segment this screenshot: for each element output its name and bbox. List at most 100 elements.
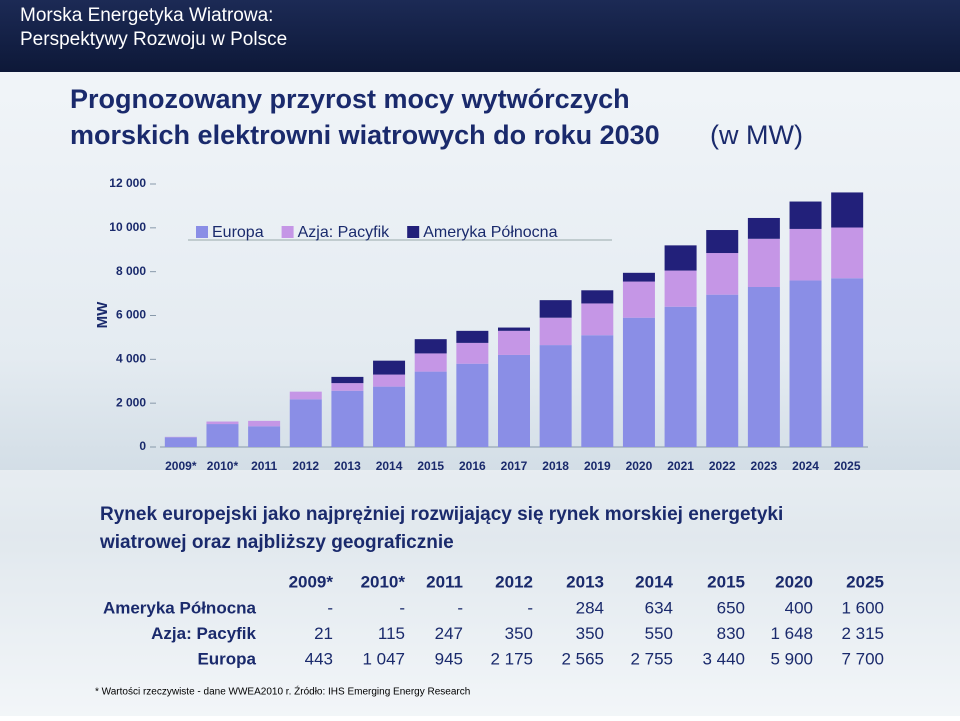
- bar-segment: [248, 421, 280, 426]
- bar-segment: [665, 271, 697, 307]
- bar-segment: [331, 391, 363, 447]
- table-header: 2012: [495, 572, 533, 591]
- header-line: Perspektywy Rozwoju w Polsce: [20, 29, 287, 50]
- y-tick-label: 2 000: [116, 395, 146, 409]
- table-cell: 115: [378, 624, 405, 643]
- table-cell: 650: [717, 598, 745, 617]
- table-cell: -: [457, 598, 463, 617]
- subtitle-line: wiatrowej oraz najbliższy geograficznie: [99, 532, 454, 553]
- table-cell: 550: [645, 624, 673, 643]
- table-cell: 5 900: [770, 649, 813, 668]
- table-cell: -: [527, 598, 533, 617]
- header-line: Morska Energetyka Wiatrowa:: [20, 5, 273, 26]
- table-header: 2014: [635, 572, 673, 591]
- table-cell: 2 565: [561, 649, 604, 668]
- table-cell: 21: [314, 624, 333, 643]
- table-cell: 3 440: [702, 649, 745, 668]
- bar-segment: [290, 392, 322, 400]
- x-tick-label: 2021: [667, 459, 694, 473]
- table-cell: 247: [435, 624, 463, 643]
- bar-segment: [581, 335, 613, 447]
- legend-label: Ameryka Północna: [423, 224, 557, 241]
- bar-segment: [790, 229, 822, 281]
- bar-segment: [790, 280, 822, 447]
- table-cell: 284: [576, 598, 604, 617]
- x-tick-label: 2011: [251, 459, 277, 473]
- table-cell: 2 315: [841, 624, 884, 643]
- y-tick-label: 6 000: [116, 308, 146, 322]
- table-cell: 350: [505, 624, 533, 643]
- bar-segment: [706, 295, 738, 447]
- x-tick-label: 2024: [792, 459, 819, 473]
- bar-segment: [581, 290, 613, 303]
- bar-segment: [831, 278, 863, 447]
- bar-segment: [665, 307, 697, 447]
- bar-segment: [581, 303, 613, 335]
- table-header: 2011: [426, 572, 463, 591]
- table-cell: 400: [785, 598, 813, 617]
- title-line: morskich elektrowni wiatrowych do roku 2…: [70, 120, 660, 150]
- bar-segment: [373, 361, 405, 375]
- bar-segment: [748, 287, 780, 447]
- x-tick-label: 2017: [501, 459, 528, 473]
- table-cell: 945: [435, 649, 463, 668]
- legend-label: Europa: [212, 224, 264, 241]
- bar-segment: [706, 253, 738, 295]
- x-tick-label: 2015: [417, 459, 444, 473]
- x-tick-label: 2014: [376, 459, 403, 473]
- bar-segment: [748, 218, 780, 239]
- bar-segment: [498, 331, 530, 355]
- legend-label: Azja: Pacyfik: [298, 224, 391, 241]
- bar-segment: [206, 422, 238, 425]
- x-tick-label: 2010*: [207, 459, 239, 473]
- table-header: 2020: [775, 572, 813, 591]
- bar-segment: [831, 228, 863, 279]
- x-tick-label: 2016: [459, 459, 486, 473]
- table-cell: 443: [305, 649, 333, 668]
- y-tick-label: 12 000: [109, 176, 146, 190]
- bar-segment: [456, 343, 488, 364]
- table-header: 2009*: [289, 572, 334, 591]
- y-tick-label: 8 000: [116, 264, 146, 278]
- bar-segment: [831, 192, 863, 227]
- bar-segment: [456, 364, 488, 447]
- bar-segment: [415, 339, 447, 353]
- subtitle-line: Rynek europejski jako najprężniej rozwij…: [100, 504, 783, 525]
- bar-segment: [331, 383, 363, 391]
- bar-segment: [498, 355, 530, 447]
- bar-segment: [206, 424, 238, 447]
- bar-segment: [415, 372, 447, 447]
- title-line: Prognozowany przyrost mocy wytwórczych: [70, 84, 630, 114]
- x-tick-label: 2022: [709, 459, 736, 473]
- table-header: 2025: [846, 572, 884, 591]
- x-tick-label: 2018: [542, 459, 569, 473]
- x-tick-label: 2012: [292, 459, 319, 473]
- bar-segment: [290, 399, 322, 447]
- table-cell: 1 648: [770, 624, 813, 643]
- title-unit: (w MW): [710, 120, 803, 150]
- table-cell: 2 755: [630, 649, 673, 668]
- bar-segment: [623, 318, 655, 447]
- x-tick-label: 2009*: [165, 459, 197, 473]
- x-tick-label: 2025: [834, 459, 861, 473]
- bar-segment: [790, 202, 822, 229]
- row-label: Azja: Pacyfik: [151, 624, 256, 643]
- y-tick-label: 10 000: [109, 220, 146, 234]
- bar-segment: [665, 245, 697, 270]
- table-cell: -: [399, 598, 405, 617]
- x-tick-label: 2023: [751, 459, 778, 473]
- bar-segment: [540, 345, 572, 447]
- table-header: 2010*: [361, 572, 406, 591]
- row-label: Europa: [197, 649, 256, 668]
- table-cell: 1 047: [362, 649, 405, 668]
- bar-segment: [165, 437, 197, 447]
- bar-segment: [373, 387, 405, 447]
- table-cell: -: [327, 598, 333, 617]
- table-cell: 634: [645, 598, 673, 617]
- legend-swatch: [407, 226, 419, 238]
- legend-swatch: [196, 226, 208, 238]
- table-header: 2013: [566, 572, 604, 591]
- bar-segment: [415, 353, 447, 371]
